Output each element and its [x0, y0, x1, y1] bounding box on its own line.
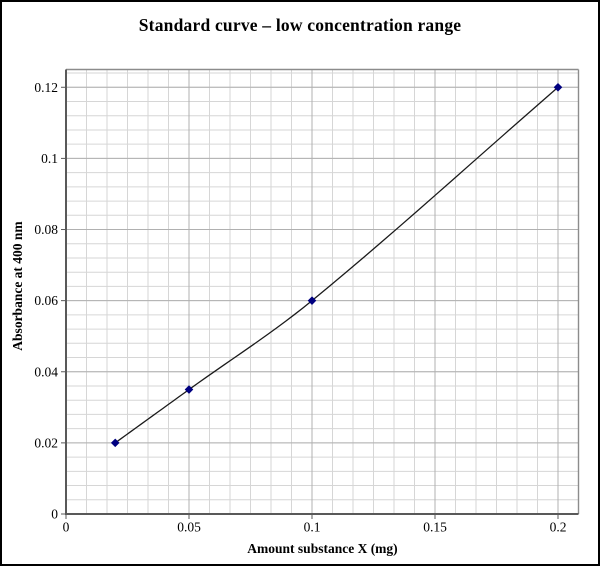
x-axis-title: Amount substance X (mg) — [247, 541, 398, 556]
y-tick-label: 0.04 — [34, 364, 58, 379]
y-tick-label: 0.08 — [34, 222, 58, 237]
y-tick-label: 0.06 — [34, 293, 58, 308]
x-tick-label: 0.15 — [423, 520, 447, 535]
x-tick-label: 0.1 — [304, 520, 321, 535]
data-point-marker — [184, 385, 194, 394]
chart-title: Standard curve – low concentration range — [138, 15, 462, 35]
y-tick-label: 0.02 — [34, 435, 58, 450]
x-tick-label: 0 — [63, 520, 70, 535]
y-tick-label: 0.1 — [41, 151, 58, 166]
y-tick-label: 0.12 — [34, 80, 58, 95]
data-point-marker — [110, 438, 120, 448]
y-tick-label: 0 — [51, 507, 58, 522]
trend-line — [114, 86, 559, 444]
x-tick-label: 0.05 — [177, 520, 201, 535]
data-point-marker — [553, 82, 563, 92]
x-tick-label: 0.2 — [550, 520, 567, 535]
data-point-marker — [307, 296, 317, 305]
